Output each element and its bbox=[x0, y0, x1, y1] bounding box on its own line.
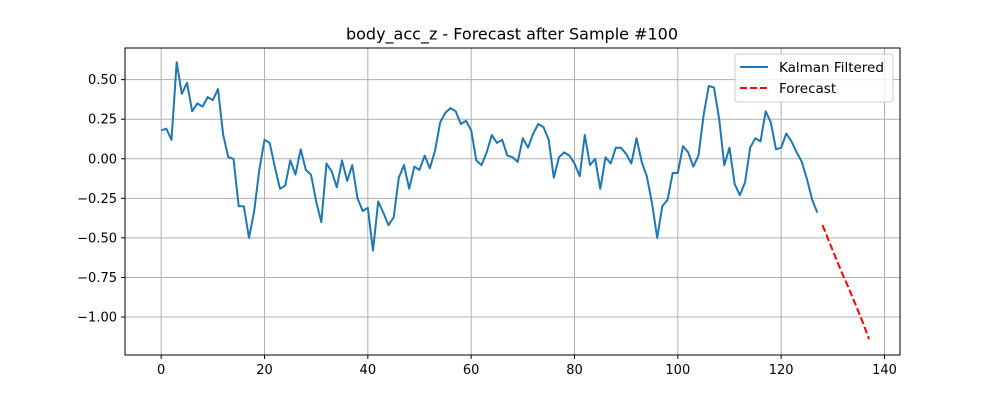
kalman-filtered-line bbox=[160, 61, 819, 252]
x-tick-label: 100 bbox=[665, 363, 690, 378]
chart-title: body_acc_z - Forecast after Sample #100 bbox=[346, 25, 678, 45]
y-tick-label: −0.25 bbox=[77, 192, 117, 207]
x-tick-label: 40 bbox=[360, 363, 377, 378]
y-tick-label: −0.75 bbox=[77, 271, 117, 286]
y-tick-label: 0.00 bbox=[88, 152, 117, 167]
y-tick-label: −0.50 bbox=[77, 231, 117, 246]
grid-layer bbox=[125, 48, 900, 355]
legend-box bbox=[734, 53, 894, 103]
legend-label: Forecast bbox=[779, 81, 836, 97]
x-tick-label: 80 bbox=[566, 363, 583, 378]
x-tick-label: 20 bbox=[256, 363, 273, 378]
y-tick-label: −1.00 bbox=[77, 311, 117, 326]
axis-layer: 0 20 40 60 80 100 120 140 0.50 0.25 0.00 −0.25 −0.50… bbox=[77, 73, 897, 378]
x-tick-label: 140 bbox=[872, 363, 897, 378]
y-tick-label: 0.25 bbox=[88, 113, 117, 128]
legend: Kalman Filtered Forecast bbox=[734, 53, 894, 103]
x-tick-label: 0 bbox=[157, 363, 165, 378]
forecast-line bbox=[821, 224, 870, 340]
series-layer bbox=[160, 61, 870, 340]
plot-area-frame bbox=[124, 47, 901, 356]
y-tick-label: 0.50 bbox=[88, 73, 117, 88]
x-tick-label: 120 bbox=[769, 363, 794, 378]
legend-label: Kalman Filtered bbox=[779, 60, 884, 76]
x-tick-label: 60 bbox=[463, 363, 480, 378]
